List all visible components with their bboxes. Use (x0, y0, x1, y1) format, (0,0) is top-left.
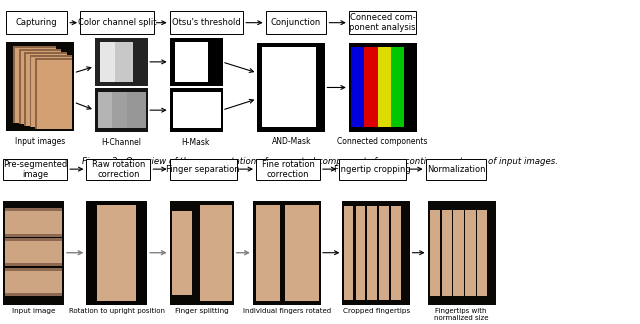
FancyBboxPatch shape (339, 159, 406, 180)
Text: Conneced com-
ponent analysis: Conneced com- ponent analysis (349, 13, 415, 32)
Text: Fine rotation
correction: Fine rotation correction (262, 160, 314, 179)
Text: Fingertips with
normalized size: Fingertips with normalized size (433, 308, 488, 321)
Text: AND-Mask: AND-Mask (271, 137, 311, 146)
Text: Otsu's threshold: Otsu's threshold (172, 18, 241, 27)
Text: Input images: Input images (15, 137, 65, 146)
Text: Y-Mask: Y-Mask (182, 91, 209, 100)
Text: H-Mask: H-Mask (182, 138, 210, 147)
FancyBboxPatch shape (349, 11, 416, 34)
FancyBboxPatch shape (3, 159, 67, 180)
FancyBboxPatch shape (266, 11, 326, 34)
Text: Rotation to upright position: Rotation to upright position (69, 308, 165, 314)
Text: Finger separation: Finger separation (166, 165, 240, 174)
FancyBboxPatch shape (170, 159, 237, 180)
Text: Normalization: Normalization (427, 165, 485, 174)
Text: Figure 2:  Overview of the segmentation of connected components from a continuou: Figure 2: Overview of the segmentation o… (82, 157, 558, 167)
Text: Individual fingers rotated: Individual fingers rotated (243, 308, 331, 314)
Text: Y-Channel: Y-Channel (102, 91, 140, 100)
Text: Capturing: Capturing (16, 18, 58, 27)
FancyBboxPatch shape (256, 159, 320, 180)
Text: H-Channel: H-Channel (101, 138, 141, 147)
FancyBboxPatch shape (6, 11, 67, 34)
Text: Conjunction: Conjunction (271, 18, 321, 27)
Text: Fingertip cropping: Fingertip cropping (335, 165, 411, 174)
FancyBboxPatch shape (80, 11, 154, 34)
Text: Connected components: Connected components (337, 137, 428, 146)
Text: Pre-segmented
image: Pre-segmented image (3, 160, 67, 179)
Text: Input image: Input image (12, 308, 56, 314)
FancyBboxPatch shape (170, 11, 243, 34)
Text: Cropped fingertips: Cropped fingertips (342, 308, 410, 314)
Text: Finger splitting: Finger splitting (175, 308, 228, 314)
Text: Color channel split: Color channel split (77, 18, 156, 27)
FancyBboxPatch shape (86, 159, 150, 180)
FancyBboxPatch shape (426, 159, 486, 180)
Text: Raw rotation
correction: Raw rotation correction (92, 160, 145, 179)
